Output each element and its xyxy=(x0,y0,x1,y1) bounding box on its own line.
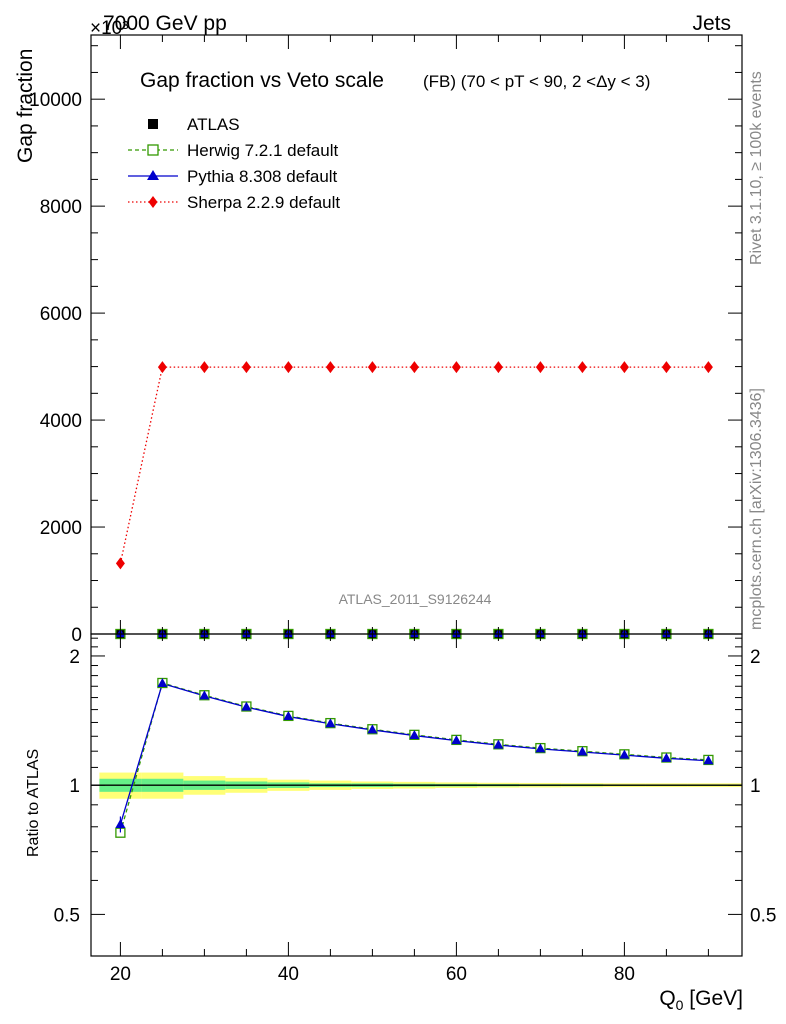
main-plot-y-label: Gap fraction xyxy=(14,49,37,163)
ratio-y-tick-label: 2 xyxy=(69,647,80,668)
header-left: 7000 GeV pp xyxy=(103,12,227,35)
y-tick-label: 10000 xyxy=(29,90,82,111)
pythia-ratio-point xyxy=(409,730,420,740)
x-tick-label: 40 xyxy=(278,964,299,985)
side-label-top: Rivet 3.1.10, ≥ 100k events xyxy=(748,71,765,265)
x-tick-label: 20 xyxy=(110,964,131,985)
legend-label: Pythia 8.308 default xyxy=(187,167,338,186)
sherpa-point xyxy=(325,361,335,374)
legend-atlas-marker xyxy=(148,119,158,129)
pythia-ratio-point xyxy=(115,818,126,828)
sherpa-point xyxy=(367,361,377,374)
y-tick-label: 0 xyxy=(71,625,82,646)
watermark: ATLAS_2011_S9126244 xyxy=(339,591,492,607)
main-plot-title: Gap fraction vs Veto scale xyxy=(140,69,384,92)
sherpa-point xyxy=(199,361,209,374)
y-tick-label: 8000 xyxy=(40,197,82,218)
x-axis-label: Q0 [GeV] xyxy=(659,987,743,1013)
legend-label: ATLAS xyxy=(187,115,240,134)
ratio-y-tick-label-right: 0.5 xyxy=(750,905,776,926)
x-tick-label: 80 xyxy=(614,964,635,985)
pythia-ratio-point xyxy=(367,724,378,734)
pythia-ratio-point xyxy=(703,755,714,765)
pythia-ratio-point xyxy=(661,752,672,762)
pythia-ratio-point xyxy=(451,735,462,745)
main-plot-panel: 0 2000 4000 6000 8000 10000 Gap fraction vs V… xyxy=(14,34,743,646)
sherpa-point xyxy=(283,361,293,374)
y-exponent: ×10³ xyxy=(90,18,129,39)
sherpa-line xyxy=(119,366,709,564)
pythia-ratio-point xyxy=(619,749,630,759)
ratio-y-tick-label: 0.5 xyxy=(54,905,80,926)
pythia-ratio-point xyxy=(199,690,210,700)
pythia-ratio-point xyxy=(283,711,294,721)
sherpa-point xyxy=(451,361,461,374)
ratio-plot-frame xyxy=(90,633,743,957)
legend-pythia-marker xyxy=(147,170,159,180)
legend-sherpa-marker xyxy=(148,196,158,208)
header-right: Jets xyxy=(692,12,731,35)
sherpa-point xyxy=(241,361,251,374)
y-tick-label: 2000 xyxy=(40,518,82,539)
sherpa-point xyxy=(619,361,629,374)
pythia-ratio-point xyxy=(157,678,168,688)
sherpa-point xyxy=(577,361,587,374)
pythia-ratio-point xyxy=(493,739,504,749)
ratio-plot-y-label: Ratio to ATLAS xyxy=(25,749,42,857)
legend: ATLAS Herwig 7.2.1 default Pythia 8.308 de… xyxy=(128,115,340,212)
ratio-y-tick-label: 1 xyxy=(69,776,80,797)
legend-label: Sherpa 2.2.9 default xyxy=(187,193,340,212)
legend-label: Herwig 7.2.1 default xyxy=(187,141,338,160)
side-label-bottom: mcplots.cern.ch [arXiv:1306.3436] xyxy=(748,388,765,630)
ratio-y-tick-label-right: 1 xyxy=(750,776,761,797)
legend-herwig-marker xyxy=(147,144,159,156)
pythia-ratio-point xyxy=(577,746,588,756)
sherpa-point xyxy=(493,361,503,374)
sherpa-point xyxy=(535,361,545,374)
main-plot-title-suffix: (FB) (70 < pT < 90, 2 <Δy < 3) xyxy=(423,72,650,91)
ratio-y-tick-label-right: 2 xyxy=(750,647,761,668)
pythia-ratio-point xyxy=(241,701,252,711)
pythia-ratio-point xyxy=(325,718,336,728)
sherpa-point xyxy=(703,361,713,374)
sherpa-point xyxy=(661,361,671,374)
y-tick-label: 6000 xyxy=(40,304,82,325)
sherpa-point xyxy=(409,361,419,374)
x-tick-label: 60 xyxy=(446,964,467,985)
sherpa-point xyxy=(157,361,167,374)
sherpa-point xyxy=(115,557,125,570)
y-tick-label: 4000 xyxy=(40,411,82,432)
ratio-plot-panel: 0.5 0.5 1 1 2 2 20 40 60 80 Ratio to ATLAS Q0 [Ge… xyxy=(25,633,776,1013)
pythia-ratio-point xyxy=(535,743,546,753)
